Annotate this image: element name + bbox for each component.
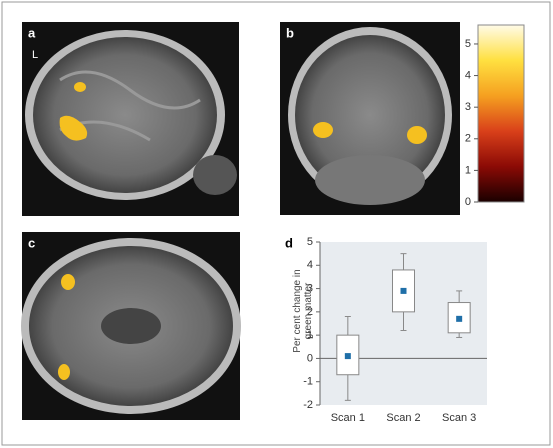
x-tick-label: Scan 2 bbox=[386, 412, 420, 424]
mri-sagittal bbox=[22, 22, 239, 216]
colorbar-tick-label: 4 bbox=[465, 69, 471, 81]
y-tick-label: 4 bbox=[307, 259, 313, 271]
y-tick-label: -2 bbox=[303, 399, 313, 411]
mean-marker bbox=[344, 353, 351, 360]
colorbar-tick-label: 2 bbox=[465, 133, 471, 145]
y-tick-label: 1 bbox=[307, 329, 313, 341]
colorbar-tick-label: 5 bbox=[465, 38, 471, 50]
colorbar-tick-label: 3 bbox=[465, 101, 471, 113]
y-tick-label: 3 bbox=[307, 282, 313, 294]
x-tick-label: Scan 3 bbox=[442, 412, 476, 424]
y-axis-title: Per cent change in green matter bbox=[292, 269, 314, 353]
colorbar bbox=[477, 24, 525, 203]
y-tick-label: 0 bbox=[307, 352, 313, 364]
panel-label: a bbox=[28, 25, 36, 40]
y-tick-label: 2 bbox=[307, 306, 313, 318]
y-tick-label: -1 bbox=[303, 376, 313, 388]
side-label: L bbox=[32, 49, 38, 61]
panel-label: b bbox=[286, 25, 294, 40]
mean-marker bbox=[400, 287, 407, 294]
y-tick-label: 5 bbox=[307, 236, 313, 248]
mri-coronal bbox=[280, 22, 460, 215]
mri-axial bbox=[21, 232, 241, 420]
panel-label: d bbox=[285, 235, 293, 250]
x-tick-label: Scan 1 bbox=[331, 412, 365, 424]
mean-marker bbox=[456, 315, 463, 322]
colorbar-tick-label: 0 bbox=[465, 196, 471, 208]
colorbar-tick-label: 1 bbox=[465, 164, 471, 176]
panel-label: c bbox=[28, 235, 35, 250]
